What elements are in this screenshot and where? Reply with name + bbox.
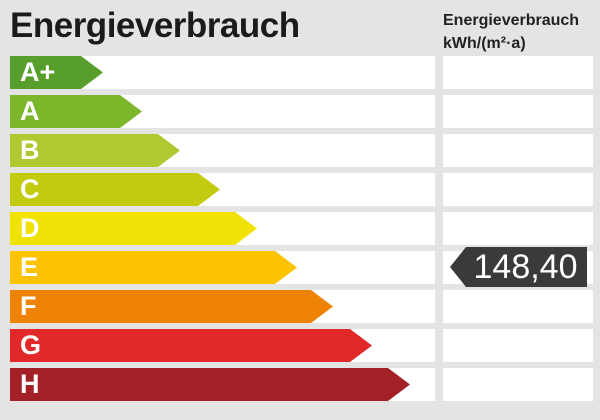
value-cell-c [443,173,593,206]
energy-class-label-g: G [20,330,42,360]
energy-row-f: F [0,290,600,323]
energy-class-arrow-b: B [10,134,180,167]
energy-class-arrow-g: G [10,329,372,362]
energy-class-label-b: B [20,135,40,165]
energy-class-arrow-a-plus: A+ [10,56,103,89]
energy-row-a-plus: A+ [0,56,600,89]
energy-class-label-e: E [20,252,39,282]
unit-header: Energieverbrauch kWh/(m²·a) [443,9,579,55]
page-title: Energieverbrauch [10,6,300,45]
energy-row-g: G [0,329,600,362]
energy-class-arrow-a: A [10,95,142,128]
value-cell-a-plus [443,56,593,89]
energy-class-arrow-f: F [10,290,333,323]
unit-label-line2: kWh/(m²·a) [443,35,526,52]
value-badge: 148,40 [450,247,587,287]
energy-class-arrow-c: C [10,173,220,206]
value-cell-f [443,290,593,323]
unit-label-line1: Energieverbrauch [443,12,580,29]
value-cell-g [443,329,593,362]
energy-row-a: A [0,95,600,128]
value-cell-h [443,368,593,401]
energy-class-label-a: A [20,96,40,126]
energy-class-label-c: C [20,174,40,204]
energy-class-label-a-plus: A+ [20,57,56,87]
energy-row-b: B [0,134,600,167]
energy-class-label-f: F [20,291,37,321]
energy-class-arrow-d: D [10,212,257,245]
energy-row-c: C [0,173,600,206]
value-cell-a [443,95,593,128]
energy-class-label-h: H [20,369,40,399]
energy-row-h: H [0,368,600,401]
energy-class-arrow-h: H [10,368,410,401]
value-cell-d [443,212,593,245]
energy-class-arrow-e: E [10,251,297,284]
energy-row-d: D [0,212,600,245]
value-badge-text: 148,40 [473,248,578,286]
energy-class-label-d: D [20,213,40,243]
value-cell-b [443,134,593,167]
